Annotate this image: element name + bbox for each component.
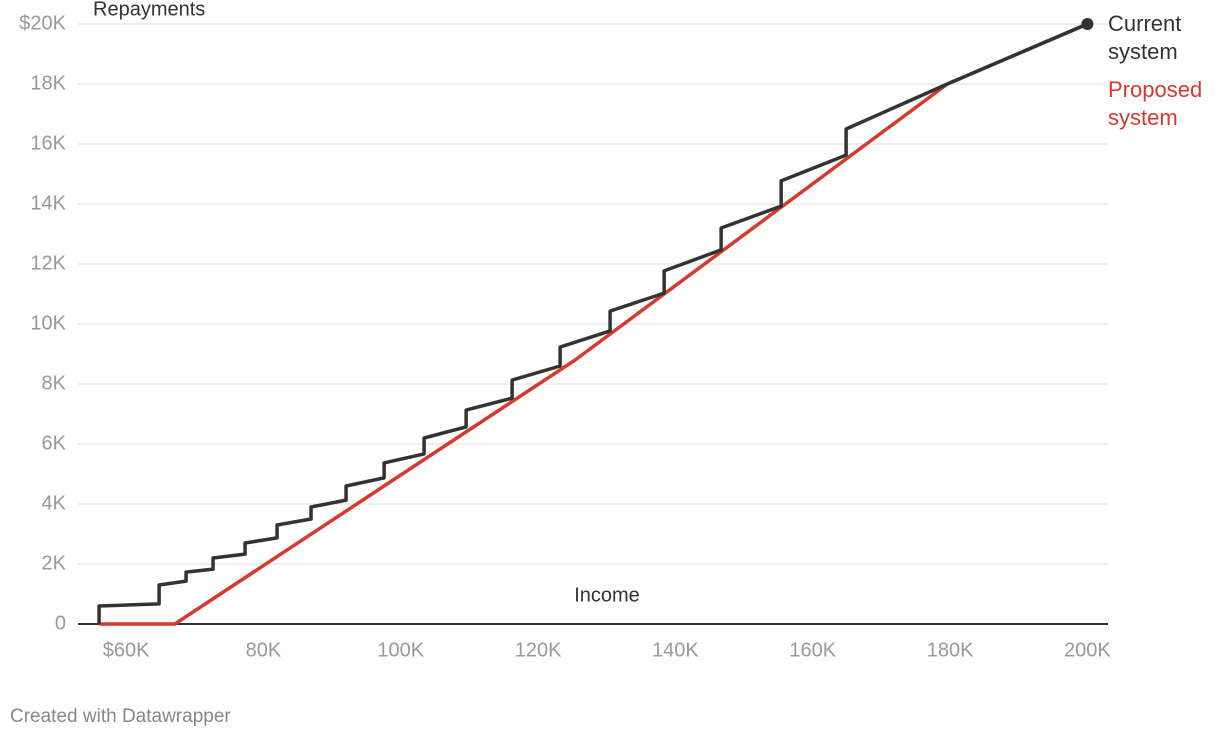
series-label: Proposed system bbox=[1108, 77, 1203, 130]
x-tick-label: 80K bbox=[246, 639, 282, 661]
y-tick-label: 16K bbox=[30, 132, 66, 154]
y-tick-label: 18K bbox=[30, 72, 66, 94]
series-label: Current system bbox=[1108, 11, 1182, 64]
series-line bbox=[97, 22, 1089, 624]
y-tick-label: 8K bbox=[42, 372, 67, 394]
x-tick-label: 120K bbox=[515, 639, 562, 661]
y-tick-label: 2K bbox=[42, 552, 67, 574]
y-tick-label: 14K bbox=[30, 192, 66, 214]
y-tick-label: 10K bbox=[30, 312, 66, 334]
y-tick-label: 4K bbox=[42, 492, 67, 514]
chart-title: Repayments bbox=[93, 0, 205, 20]
y-tick-label: 6K bbox=[42, 432, 67, 454]
end-dot bbox=[1081, 18, 1094, 30]
x-tick-label: 140K bbox=[652, 639, 699, 661]
x-tick-label: 200K bbox=[1064, 639, 1111, 661]
footer: Created with Datawrapper bbox=[10, 706, 231, 727]
y-tick-label: 12K bbox=[30, 252, 66, 274]
y-tick-label: $20K bbox=[19, 12, 66, 34]
x-tick-label: 180K bbox=[927, 639, 974, 661]
x-tick-label: 160K bbox=[789, 639, 836, 661]
x-axis-label: Income bbox=[574, 584, 640, 606]
y-tick-label: 0 bbox=[55, 612, 66, 634]
x-tick-label: 100K bbox=[377, 639, 424, 661]
x-tick-label: $60K bbox=[103, 639, 150, 661]
